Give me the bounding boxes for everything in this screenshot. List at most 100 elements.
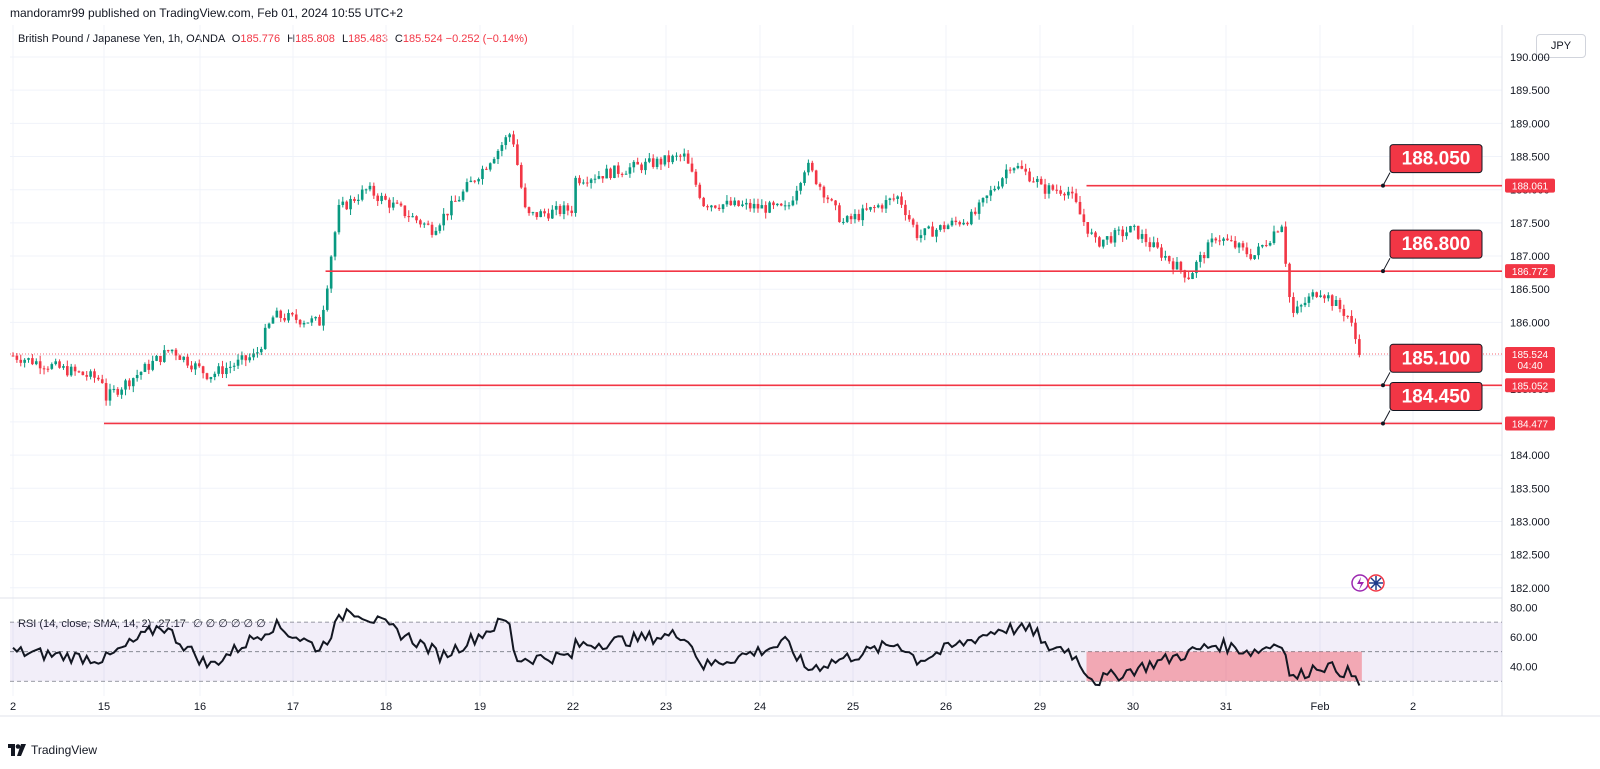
- candle-body: [1160, 247, 1163, 258]
- candle-body: [849, 216, 853, 220]
- time-tick-label: Feb: [1311, 701, 1330, 713]
- currency-button[interactable]: JPY: [1536, 34, 1586, 58]
- candle-body: [857, 213, 861, 221]
- time-tick-label: 23: [660, 701, 672, 713]
- candle-body: [907, 215, 911, 220]
- candle-body: [644, 161, 647, 171]
- candle-body: [403, 205, 407, 217]
- time-tick-label: 17: [287, 701, 299, 713]
- candle-body: [73, 366, 77, 372]
- price-tick-label: 187.500: [1510, 218, 1550, 230]
- event-icons: [1351, 574, 1385, 592]
- candle-body: [900, 196, 903, 205]
- candle-body: [950, 220, 954, 226]
- candle-body: [896, 196, 899, 199]
- candle-body: [1082, 214, 1086, 223]
- candle-body: [655, 158, 659, 167]
- candle-body: [531, 212, 535, 214]
- candle-body: [1338, 299, 1342, 309]
- candle-body: [523, 187, 527, 208]
- candle-body: [1323, 295, 1326, 299]
- candle-body: [454, 200, 457, 202]
- candle-body: [1140, 234, 1144, 239]
- candle-body: [605, 168, 608, 179]
- candle-body: [818, 184, 822, 187]
- callout-pointer: [1382, 372, 1391, 386]
- candle-body: [1070, 191, 1074, 194]
- candle-body: [1028, 171, 1031, 182]
- candle-body: [795, 190, 799, 201]
- callout-dot: [1381, 183, 1385, 188]
- candle-body: [1152, 242, 1156, 248]
- candle-body: [267, 323, 271, 328]
- candle-body: [939, 225, 942, 230]
- uk-flag-icon-glyph: [1369, 576, 1383, 590]
- candle-body: [263, 327, 267, 349]
- candle-body: [663, 155, 667, 165]
- candle-body: [958, 222, 962, 225]
- candle-body: [399, 203, 403, 206]
- candle-body: [54, 361, 57, 365]
- candle-body: [46, 368, 50, 370]
- candle-body: [779, 203, 783, 206]
- candle-body: [1276, 231, 1280, 233]
- candle-body: [450, 200, 453, 216]
- candle-body: [589, 179, 593, 183]
- footer[interactable]: TradingView: [8, 743, 97, 757]
- axis-price-badge: [1505, 264, 1555, 279]
- candle-body: [1125, 232, 1128, 237]
- candle-body: [1105, 236, 1109, 240]
- candle-body: [205, 373, 209, 380]
- candle-body: [597, 176, 601, 179]
- time-tick-label: 30: [1127, 701, 1139, 713]
- price-tick-label: 183.500: [1510, 483, 1550, 495]
- candle-body: [733, 200, 736, 206]
- candle-body: [562, 205, 566, 215]
- candle-body: [291, 313, 294, 315]
- published-header: mandoramr99 published on TradingView.com…: [10, 6, 404, 20]
- candle-body: [197, 363, 201, 367]
- candle-body: [271, 317, 275, 324]
- time-tick-label: 26: [940, 701, 952, 713]
- candle-body: [1288, 263, 1291, 298]
- candle-body: [225, 367, 228, 375]
- rsi-title[interactable]: RSI (14, close, SMA, 14, 2): [18, 618, 152, 630]
- candle-body: [1117, 229, 1121, 231]
- candle-body: [97, 377, 100, 380]
- candle-body: [438, 225, 442, 231]
- candle-body: [760, 205, 764, 209]
- candle-body: [927, 226, 930, 229]
- candle-body: [112, 389, 116, 391]
- rsi-highlight-zone: [1086, 651, 1362, 682]
- candle-body: [174, 349, 178, 356]
- candle-body: [50, 364, 54, 369]
- callout-label: 188.050: [1402, 149, 1471, 170]
- candle-body: [135, 375, 139, 379]
- candle-body: [62, 366, 65, 368]
- symbol-name[interactable]: British Pound / Japanese Yen, 1h, OANDA: [18, 33, 225, 45]
- candle-body: [993, 188, 996, 191]
- candle-body: [686, 153, 690, 164]
- candle-body: [1148, 242, 1152, 248]
- candle-body: [1012, 168, 1016, 171]
- candle-body: [892, 198, 896, 200]
- candle-body: [1327, 295, 1330, 299]
- candle-body: [194, 363, 197, 370]
- candle-body: [1004, 169, 1008, 179]
- candle-body: [1024, 168, 1027, 172]
- rsi-value: 27.17: [158, 618, 186, 630]
- candle-body: [1284, 226, 1287, 264]
- candle-body: [85, 375, 89, 377]
- chart-grid: [0, 25, 1600, 717]
- candle-body: [593, 178, 597, 180]
- candle-body: [473, 180, 477, 182]
- candle-body: [1136, 225, 1140, 239]
- candle-body: [787, 205, 791, 207]
- price-tick-label: 182.500: [1510, 550, 1550, 562]
- candle-body: [236, 359, 240, 366]
- time-tick-label: 22: [567, 701, 579, 713]
- candle-body: [434, 230, 438, 235]
- candle-body: [1253, 255, 1256, 259]
- candle-body: [745, 202, 748, 205]
